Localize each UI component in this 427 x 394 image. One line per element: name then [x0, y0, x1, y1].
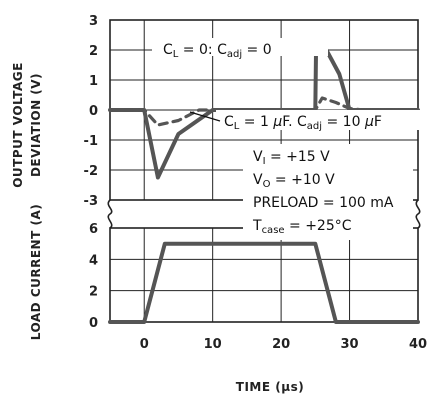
axis-break-right — [415, 199, 421, 229]
annotation-vo: VO = +10 V — [253, 172, 335, 190]
y-tick-current: 4 — [89, 253, 98, 268]
y-label-current: LOAD CURRENT (A) — [29, 204, 43, 340]
y-tick-voltage: 3 — [89, 14, 98, 29]
y-tick-current: 2 — [89, 285, 98, 300]
y-tick-voltage: -1 — [84, 134, 98, 149]
svg-text:CL = 0: Cadj = 0: CL = 0: Cadj = 0 — [163, 42, 272, 60]
y-tick-voltage: -2 — [84, 164, 98, 179]
x-axis-label: TIME (µs) — [236, 380, 304, 394]
annotation-vi: VI = +15 V — [253, 149, 330, 167]
y-tick-current: 0 — [89, 316, 98, 331]
x-tick: 10 — [204, 337, 222, 352]
x-tick: 0 — [140, 337, 149, 352]
y-tick-voltage: -3 — [84, 194, 98, 209]
y-tick-voltage: 0 — [89, 104, 98, 119]
svg-text:CL = 1 µF. Cadj = 10 µF: CL = 1 µF. Cadj = 10 µF — [224, 114, 382, 132]
series-line-current-0 — [108, 241, 420, 324]
y-tick-current: 6 — [89, 222, 98, 237]
annotation-curve-1: CL = 0: Cadj = 0 — [152, 38, 328, 60]
y-tick-voltage: 1 — [89, 74, 98, 89]
y-label-voltage-line2: DEVIATION (V) — [29, 73, 43, 177]
x-tick: 20 — [272, 337, 290, 352]
annotation-preload: PRELOAD = 100 mA — [253, 195, 394, 211]
y-tick-voltage: 2 — [89, 44, 98, 59]
y-label-voltage-line1: OUTPUT VOLTAGE — [11, 62, 25, 188]
axis-break-left — [107, 199, 113, 229]
x-tick: 30 — [341, 337, 359, 352]
annotation-tcase: Tcase = +25°C — [252, 218, 352, 236]
x-tick: 40 — [409, 337, 427, 352]
annotation-conditions: VI = +15 V VO = +10 V PRELOAD = 100 mA T… — [243, 144, 413, 240]
annotation-curve-2: CL = 1 µF. Cadj = 10 µF — [189, 110, 420, 132]
